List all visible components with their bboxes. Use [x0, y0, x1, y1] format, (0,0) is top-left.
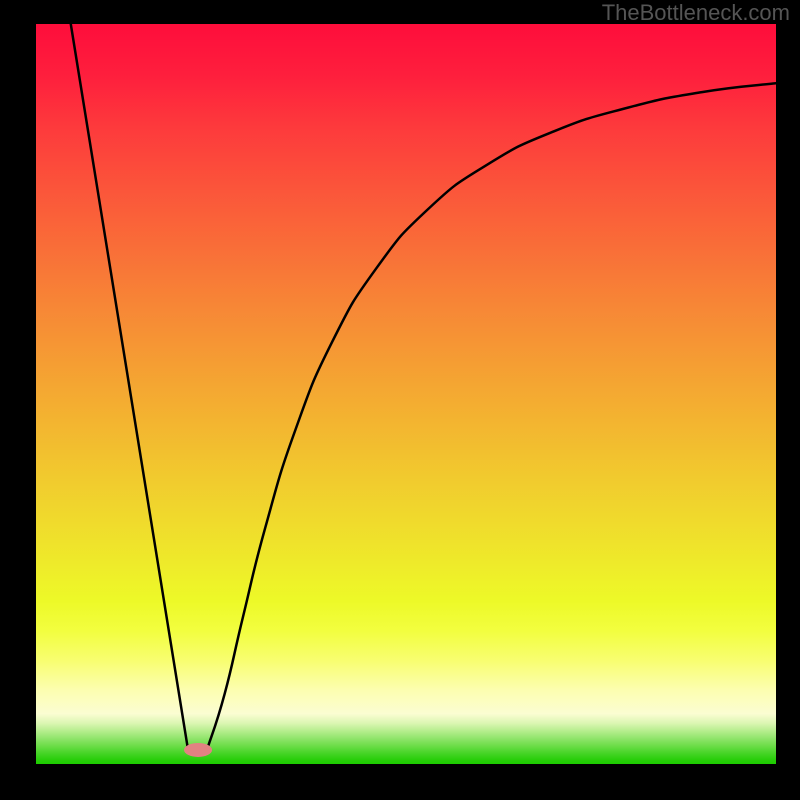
- chart-svg: [0, 0, 800, 800]
- optimal-marker: [184, 743, 212, 757]
- plot-background: [36, 24, 776, 764]
- bottleneck-chart: TheBottleneck.com: [0, 0, 800, 800]
- watermark-text: TheBottleneck.com: [602, 0, 790, 26]
